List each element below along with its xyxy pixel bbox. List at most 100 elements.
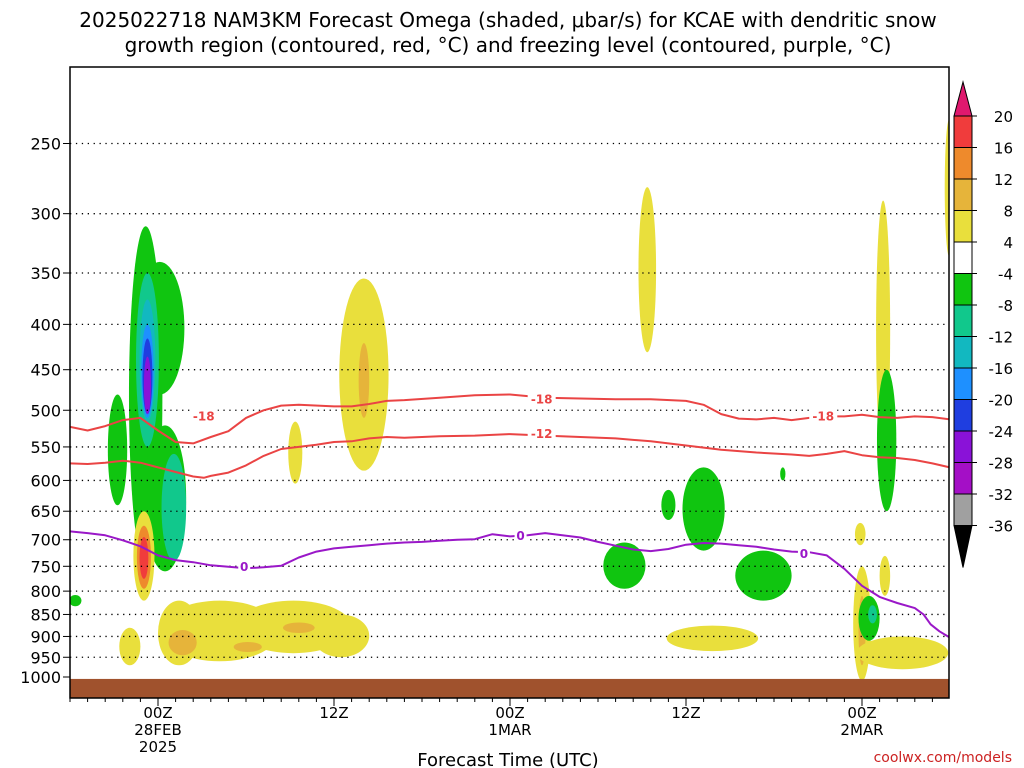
colorbar-segment-4 (953, 210, 973, 243)
ytick-label-550: 550 (30, 438, 61, 457)
xtick-label-0-1: 28FEB (134, 721, 181, 739)
colorbar-label-12: -32 (989, 486, 1014, 504)
colorbar-label-1: 16 (994, 140, 1013, 158)
colorbar-segment-13 (953, 493, 973, 526)
colorbar-segment-3 (953, 178, 973, 211)
ytick-label-450: 450 (30, 361, 61, 380)
colorbar-label-4: 4 (1003, 234, 1013, 252)
contour-label-bg (514, 528, 527, 542)
omega-region-15 (856, 636, 949, 670)
temperature-contours: -18 -18 -18 -12 0 0 0 (70, 392, 949, 639)
contour-label--18-0: -18 (193, 409, 215, 423)
pressure-gridlines (70, 142, 949, 658)
xtick-label-4-1: 2MAR (840, 721, 883, 739)
colorbar-segment-2 (953, 147, 973, 180)
ytick-label-350: 350 (30, 264, 61, 283)
colorbar: 20 16 12 8 4 -4 -8 -12 -16 -20 -24 -28 -32 -36 (953, 80, 1014, 568)
omega-region-42 (139, 536, 149, 579)
watermark: coolwx.com/models (874, 750, 1012, 766)
ytick-label-250: 250 (30, 135, 61, 154)
colorbar-label-5: -4 (998, 266, 1013, 284)
contour-label-bg (527, 392, 556, 406)
colorbar-segment-12 (953, 462, 973, 495)
omega-region-9 (358, 343, 370, 418)
colorbar-label-0: 20 (994, 108, 1013, 126)
contour-label-bg (189, 409, 218, 423)
omega-region-32 (780, 467, 786, 481)
colorbar-label-9: -20 (989, 392, 1014, 410)
colorbar-segment-6 (953, 273, 973, 306)
contour-label-0-1: 0 (516, 529, 524, 543)
xtick-label-4-0: 00Z (847, 704, 876, 722)
ytick-label-800: 800 (30, 582, 61, 601)
contour--12 (70, 433, 949, 479)
x-axis-label: Forecast Time (UTC) (417, 750, 598, 768)
contour-label-bg (238, 559, 251, 573)
chart-title-line2: growth region (contoured, red, °C) and f… (125, 33, 892, 57)
ytick-label-750: 750 (30, 557, 61, 576)
omega-region-26 (603, 542, 646, 589)
omega-region-25 (70, 594, 82, 607)
colorbar-label-3: 8 (1003, 203, 1013, 221)
ytick-label-500: 500 (30, 401, 61, 420)
colorbar-segment-8 (953, 336, 973, 369)
terrain-band (70, 678, 949, 698)
omega-region-31 (661, 489, 676, 520)
omega-region-12 (666, 625, 759, 652)
colorbar-label-11: -28 (989, 455, 1014, 473)
omega-region-29 (876, 369, 897, 512)
colorbar-label-10: -24 (989, 423, 1014, 441)
colorbar-bottom-arrow (953, 525, 973, 568)
colorbar-label-2: 12 (994, 171, 1013, 189)
omega-region-5 (282, 622, 315, 634)
colorbar-segment-9 (953, 367, 973, 400)
ytick-label-400: 400 (30, 315, 61, 334)
xtick-label-3-0: 12Z (671, 704, 700, 722)
omega-region-6 (233, 641, 262, 652)
ytick-label-700: 700 (30, 531, 61, 550)
xtick-label-0-2: 2025 (139, 738, 177, 756)
colorbar-label-6: -8 (998, 297, 1013, 315)
contour-label--18-2: -18 (812, 409, 834, 423)
contour-label-bg (809, 409, 838, 423)
xtick-label-1-0: 12Z (319, 704, 348, 722)
colorbar-label-7: -12 (989, 329, 1014, 347)
colorbar-label-8: -16 (989, 360, 1014, 378)
omega-region-7 (119, 627, 141, 666)
pressure-axis: 250 300 350 400 450 500 550 600 650 700 750 800 850 9… (20, 135, 70, 687)
omega-region-19 (854, 522, 866, 546)
omega-region-10 (288, 421, 303, 484)
contour-label--18-1: -18 (531, 392, 553, 406)
omega-region-18 (944, 119, 949, 257)
contour-label--12-0: -12 (531, 427, 553, 441)
colorbar-segment-11 (953, 430, 973, 463)
ytick-label-300: 300 (30, 205, 61, 224)
contour-label-0-0: 0 (240, 560, 248, 574)
ytick-label-650: 650 (30, 502, 61, 521)
contour-label-bg (527, 427, 556, 441)
omega-region-39 (143, 356, 151, 415)
ground-fill (70, 678, 949, 698)
colorbar-segment-5 (953, 241, 973, 274)
omega-region-33 (161, 453, 187, 562)
omega-region-28 (735, 550, 792, 601)
ytick-label-900: 900 (30, 627, 61, 646)
contour-label-bg (797, 546, 810, 560)
colorbar-segment-7 (953, 304, 973, 337)
ytick-label-600: 600 (30, 471, 61, 490)
colorbar-top-arrow (953, 80, 973, 117)
chart-title-line1: 2025022718 NAM3KM Forecast Omega (shaded… (79, 8, 936, 32)
xtick-label-2-1: 1MAR (488, 721, 531, 739)
contour-label-0-2: 0 (800, 547, 808, 561)
omega-region-4 (168, 629, 197, 656)
colorbar-segment-10 (953, 399, 973, 432)
omega-region-23 (107, 394, 128, 506)
ytick-label-850: 850 (30, 605, 61, 624)
colorbar-label-13: -36 (989, 518, 1014, 536)
ytick-label-950: 950 (30, 648, 61, 667)
xtick-label-2-0: 00Z (495, 704, 524, 722)
colorbar-segment-1 (953, 115, 973, 148)
omega-shading (70, 119, 949, 681)
